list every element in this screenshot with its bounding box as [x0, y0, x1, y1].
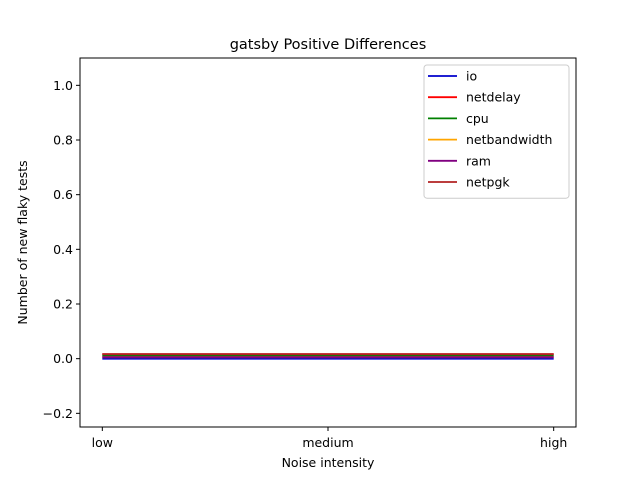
- y-tick-label: −0.2: [43, 406, 73, 421]
- series-group: [102, 353, 554, 360]
- legend-label-netdelay: netdelay: [466, 90, 521, 105]
- legend-label-netpgk: netpgk: [466, 175, 510, 190]
- y-axis-label: Number of new flaky tests: [15, 160, 30, 324]
- legend-label-cpu: cpu: [466, 111, 489, 126]
- y-axis: −0.2 0.0 0.2 0.4 0.6 0.8 1.0: [43, 78, 80, 421]
- x-tick-label: medium: [302, 435, 353, 450]
- legend-label-ram: ram: [466, 153, 491, 168]
- y-tick-label: 0.2: [53, 297, 73, 312]
- x-tick-label: high: [540, 435, 567, 450]
- y-tick-label: 1.0: [53, 78, 73, 93]
- legend-label-io: io: [466, 69, 477, 84]
- legend-label-netbandwidth: netbandwidth: [466, 132, 552, 147]
- y-tick-label: 0.4: [53, 242, 73, 257]
- legend-frame: [423, 64, 570, 199]
- x-axis: low medium high: [92, 427, 567, 450]
- y-tick-label: 0.0: [53, 351, 73, 366]
- x-tick-label: low: [92, 435, 113, 450]
- x-axis-label: Noise intensity: [282, 455, 375, 470]
- y-tick-label: 0.8: [53, 133, 73, 148]
- legend: io netdelay cpu netbandwidth ram netpgk: [423, 64, 570, 199]
- y-tick-label: 0.6: [53, 187, 73, 202]
- chart-title: gatsby Positive Differences: [230, 37, 427, 53]
